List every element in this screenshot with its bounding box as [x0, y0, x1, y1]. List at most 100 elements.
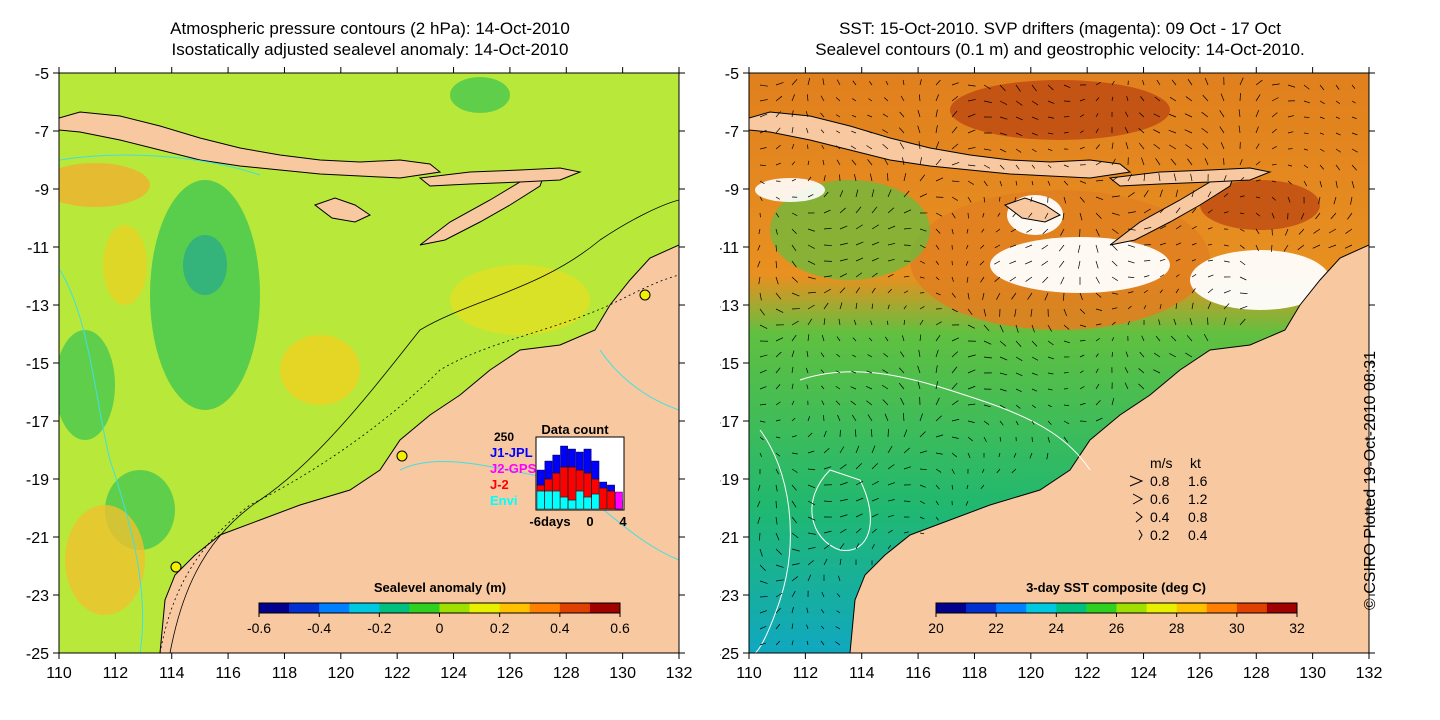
velocity-vector: [1271, 180, 1277, 183]
velocity-vector: [791, 334, 797, 342]
anomaly-low-core: [183, 235, 227, 295]
y-tick-label: -21: [26, 530, 49, 547]
velocity-vector: [869, 81, 873, 86]
velocity-vector: [871, 528, 877, 534]
velocity-vector: [981, 228, 985, 233]
velocity-vector: [980, 244, 985, 249]
y-tick-label: -17: [720, 414, 739, 431]
velocity-vector: [1330, 212, 1337, 220]
velocity-vector: [823, 227, 832, 230]
velocity-vector: [758, 228, 761, 235]
velocity-vector: [759, 147, 767, 150]
velocity-vector: [903, 447, 911, 454]
velocity-vector: [887, 173, 889, 182]
velocity-vector: [1058, 244, 1065, 252]
velocity-vector: [866, 145, 873, 150]
velocity-vector: [1079, 98, 1086, 102]
left-map: 110 112 114 116 118 120 122 124 126 128 130 132 -5-…: [26, 66, 693, 682]
y-tick-label: -5: [725, 66, 739, 83]
velocity-vector: [806, 127, 809, 134]
velocity-vector: [1014, 196, 1017, 202]
velocity-vector: [837, 414, 841, 422]
velocity-vector: [951, 436, 959, 439]
velocity-vector: [1159, 304, 1162, 310]
velocity-vector: [822, 159, 825, 166]
velocity-vector: [983, 308, 987, 317]
velocity-vector: [807, 416, 810, 422]
velocity-vector: [759, 596, 768, 598]
velocity-vector: [966, 276, 969, 283]
velocity-vector: [806, 94, 809, 102]
speed-legend: m/s kt 0.8 1.6 0.6 1.2 0.4 0.8 0.2 0.4: [1129, 455, 1208, 543]
velocity-vector: [820, 95, 825, 102]
velocity-vector: [1303, 84, 1310, 90]
inset-bar-cyan: [560, 496, 568, 510]
tide-gauge-marker: [170, 561, 182, 573]
velocity-vector: [839, 242, 848, 246]
velocity-vector: [1207, 259, 1213, 262]
velocity-vector: [855, 445, 860, 454]
velocity-vector: [791, 516, 798, 524]
velocity-vector: [775, 579, 784, 582]
colorbar-tick-label: -0.6: [247, 620, 271, 636]
x-tick-label: 118: [272, 665, 298, 682]
velocity-vector: [807, 500, 816, 506]
velocity-vector: [791, 292, 800, 297]
velocity-vector: [898, 367, 905, 374]
velocity-vector: [1333, 196, 1337, 205]
velocity-vector: [951, 276, 954, 282]
colorbar-segment: [409, 603, 440, 613]
velocity-vector: [791, 161, 796, 166]
y-tick-label: -23: [26, 588, 49, 605]
velocity-vector: [919, 516, 925, 520]
velocity-vector: [1255, 161, 1261, 166]
velocity-vector: [935, 260, 939, 265]
land-java-sumbawa: [59, 111, 442, 179]
velocity-vector: [919, 500, 925, 504]
velocity-vector: [1031, 356, 1039, 361]
velocity-vector: [852, 80, 857, 86]
velocity-vector: [791, 276, 799, 283]
velocity-vector: [935, 244, 940, 250]
velocity-vector: [1170, 335, 1177, 342]
velocity-vector: [871, 513, 879, 518]
velocity-vector: [1031, 148, 1037, 153]
velocity-vector: [1159, 225, 1167, 230]
velocity-vector: [1140, 96, 1145, 102]
velocity-vector: [823, 244, 832, 246]
speed-kt: 0.8: [1188, 509, 1208, 525]
velocity-vector: [1155, 158, 1161, 166]
velocity-vector: [759, 129, 767, 134]
velocity-vector: [1031, 372, 1038, 376]
velocity-vector: [1025, 276, 1033, 282]
velocity-vector: [996, 468, 1001, 474]
velocity-vector: [855, 206, 862, 214]
velocity-vector: [1031, 324, 1035, 333]
velocity-vector: [759, 452, 762, 458]
velocity-vector: [865, 386, 873, 390]
velocity-vector: [1015, 180, 1018, 186]
velocity-vector: [902, 157, 905, 166]
velocity-vector: [983, 420, 990, 425]
velocity-vector: [1345, 228, 1353, 234]
inset-bar-cyan: [591, 493, 600, 510]
right-map: 110 112 114 116 118 120 122 124 126 128 130 132 -5-…: [720, 66, 1382, 682]
velocity-vector: [775, 516, 778, 525]
velocity-vector: [951, 484, 954, 490]
velocity-vector: [899, 142, 905, 150]
inset-bar-cyan: [583, 496, 592, 510]
velocity-vector: [898, 127, 905, 134]
velocity-vector: [919, 244, 926, 249]
velocity-vector: [996, 292, 1001, 300]
colorbar-segment: [966, 603, 997, 613]
velocity-vector: [775, 592, 783, 598]
colorbar-segment: [1056, 603, 1087, 613]
velocity-vector: [1223, 290, 1231, 294]
velocity-vector: [1271, 196, 1276, 201]
velocity-vector: [1335, 132, 1341, 136]
velocity-vector: [1010, 228, 1017, 233]
velocity-vector: [850, 145, 857, 150]
velocity-vector: [919, 431, 926, 438]
velocity-vector: [1095, 196, 1104, 201]
velocity-vector: [887, 273, 894, 278]
